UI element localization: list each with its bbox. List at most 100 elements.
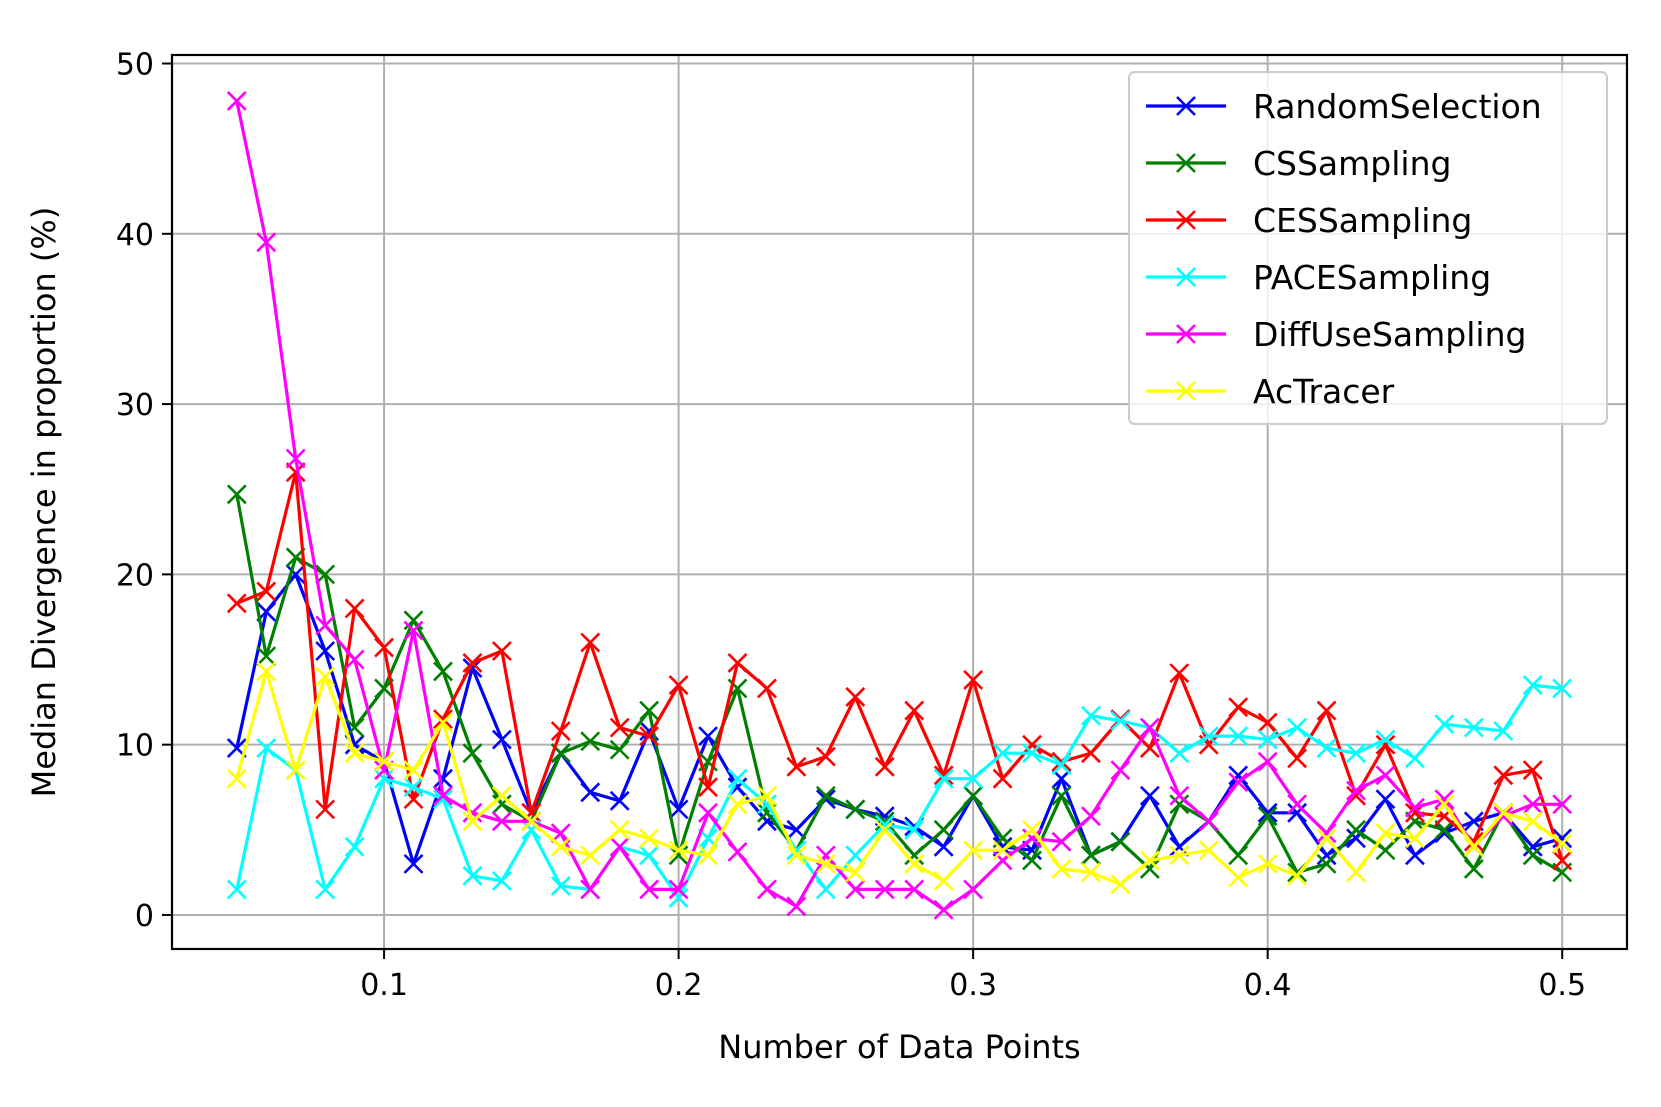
data-point: [462, 743, 483, 764]
series-line: [236, 470, 1564, 861]
data-point: [1081, 862, 1101, 883]
legend-marker: [1176, 381, 1196, 401]
data-point: [256, 232, 277, 253]
data-point: [874, 819, 895, 840]
data-point: [1257, 712, 1278, 733]
data-point: [226, 593, 247, 614]
data-point: [1463, 836, 1484, 857]
data-point: [1110, 831, 1131, 852]
data-point: [874, 756, 895, 777]
data-point: [285, 760, 306, 781]
data-point: [521, 802, 542, 823]
data-point: [933, 836, 954, 857]
data-point: [374, 637, 394, 658]
legend-marker: [1176, 210, 1196, 230]
legend-marker: [1176, 324, 1196, 344]
data-point: [963, 768, 984, 789]
data-point: [1405, 845, 1425, 866]
data-point: [1434, 794, 1455, 815]
data-point: [904, 845, 925, 866]
data-point: [727, 653, 748, 673]
data-point: [1287, 748, 1308, 769]
data-point: [550, 836, 571, 857]
legend-item: DiffUseSampling: [1146, 315, 1526, 354]
y-tick-label: 10: [116, 729, 154, 764]
data-point: [315, 799, 336, 820]
data-point: [462, 811, 483, 832]
legend-marker: [1176, 153, 1196, 173]
data-point: [874, 814, 895, 835]
data-point: [1552, 833, 1573, 854]
data-point: [433, 709, 453, 730]
data-point: [1316, 845, 1337, 866]
data-point: [1434, 789, 1455, 810]
data-point: [992, 768, 1013, 789]
data-point: [403, 777, 424, 798]
data-point: [1375, 789, 1396, 810]
data-point: [521, 811, 542, 832]
x-tick-label: 0.1: [360, 968, 408, 1003]
x-tick-label: 0.5: [1538, 968, 1586, 1003]
data-point: [1434, 714, 1455, 735]
data-point: [992, 743, 1013, 764]
data-point: [1228, 765, 1249, 786]
data-point: [1287, 865, 1308, 886]
y-tick-label: 20: [116, 558, 154, 593]
data-point: [1316, 738, 1337, 758]
data-point: [1169, 785, 1190, 806]
data-point: [815, 746, 836, 767]
series-AcTracer: [226, 661, 1573, 895]
legend-label: CESSampling: [1253, 201, 1472, 240]
data-point: [668, 887, 689, 908]
data-point: [904, 819, 925, 840]
data-point: [1139, 859, 1160, 879]
y-tick-label: 30: [116, 388, 154, 423]
data-point: [668, 840, 689, 861]
data-point: [1051, 785, 1072, 806]
y-tick-label: 40: [116, 218, 154, 253]
series-line: [235, 669, 1564, 886]
data-point: [256, 581, 277, 602]
data-point: [580, 782, 601, 803]
legend-item: CSSampling: [1146, 144, 1451, 183]
legend-label: PACESampling: [1253, 258, 1491, 297]
data-point: [1081, 743, 1101, 764]
data-point: [226, 879, 247, 900]
legend-label: CSSampling: [1253, 144, 1451, 183]
data-point: [344, 598, 365, 619]
data-point: [1169, 743, 1190, 764]
data-point: [433, 789, 453, 810]
data-point: [580, 632, 601, 653]
data-point: [1228, 726, 1249, 747]
data-point: [698, 845, 718, 866]
data-point: [609, 790, 630, 811]
data-point: [1051, 859, 1072, 879]
data-point: [1228, 772, 1249, 793]
data-point: [1110, 710, 1131, 731]
data-point: [1522, 845, 1543, 866]
data-point: [815, 853, 836, 874]
data-point: [1405, 828, 1425, 849]
data-point: [550, 876, 571, 896]
data-point: [491, 870, 512, 891]
data-point: [1375, 734, 1396, 755]
data-point: [1522, 836, 1543, 857]
data-point: [1051, 755, 1072, 776]
data-point: [1169, 794, 1190, 815]
data-point: [1081, 705, 1101, 726]
data-point: [344, 649, 365, 670]
data-point: [344, 743, 365, 764]
data-point: [1552, 850, 1573, 871]
data-point: [1257, 729, 1278, 750]
legend-label: AcTracer: [1253, 372, 1395, 411]
data-point: [815, 879, 836, 900]
data-point: [933, 768, 954, 789]
data-point: [933, 899, 954, 920]
data-point: [403, 620, 424, 641]
data-point: [786, 896, 807, 917]
data-point: [256, 661, 277, 682]
data-point: [639, 845, 660, 866]
data-point: [491, 785, 512, 806]
data-point: [256, 738, 277, 758]
